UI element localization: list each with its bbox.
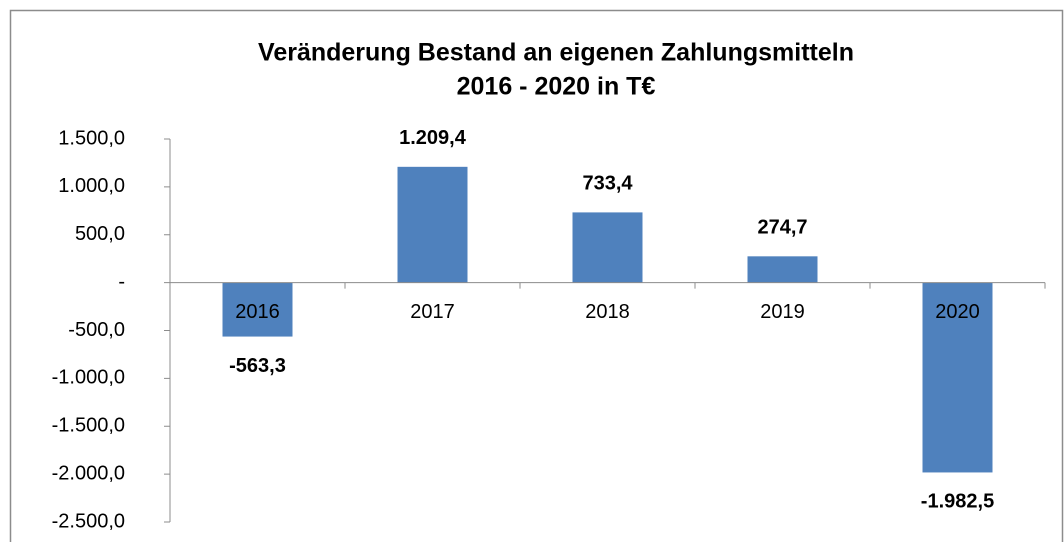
- x-tick-label: 2020: [935, 301, 980, 323]
- y-tick-label: -: [118, 271, 125, 293]
- y-tick-label: -1.500,0: [52, 415, 125, 437]
- y-tick-label: -500,0: [68, 319, 125, 341]
- value-label: 1.209,4: [399, 127, 467, 149]
- chart-border: [9, 9, 1064, 542]
- y-tick-label: 1.000,0: [58, 175, 125, 197]
- x-tick-label: 2018: [585, 301, 630, 323]
- x-tick-label: 2017: [410, 301, 455, 323]
- y-tick-label: -2.500,0: [52, 510, 125, 532]
- bar: [747, 256, 818, 283]
- chart-title: Veränderung Bestand an eigenen Zahlungsm…: [258, 39, 854, 67]
- y-tick-label: -2.000,0: [52, 462, 125, 484]
- x-tick-label: 2016: [235, 301, 280, 323]
- value-label: 733,4: [582, 173, 633, 195]
- bar: [397, 166, 468, 283]
- value-label: -563,3: [229, 355, 286, 377]
- bar: [572, 212, 643, 283]
- bar: [922, 282, 993, 473]
- bar: [222, 282, 293, 337]
- y-tick-label: 1.500,0: [58, 127, 125, 149]
- chart-title: 2016 - 2020 in T€: [457, 73, 656, 101]
- value-label: -1.982,5: [921, 491, 994, 513]
- x-tick-label: 2019: [760, 301, 805, 323]
- y-tick-label: -1.000,0: [52, 367, 125, 389]
- value-label: 274,7: [757, 217, 807, 239]
- y-tick-label: 500,0: [75, 223, 125, 245]
